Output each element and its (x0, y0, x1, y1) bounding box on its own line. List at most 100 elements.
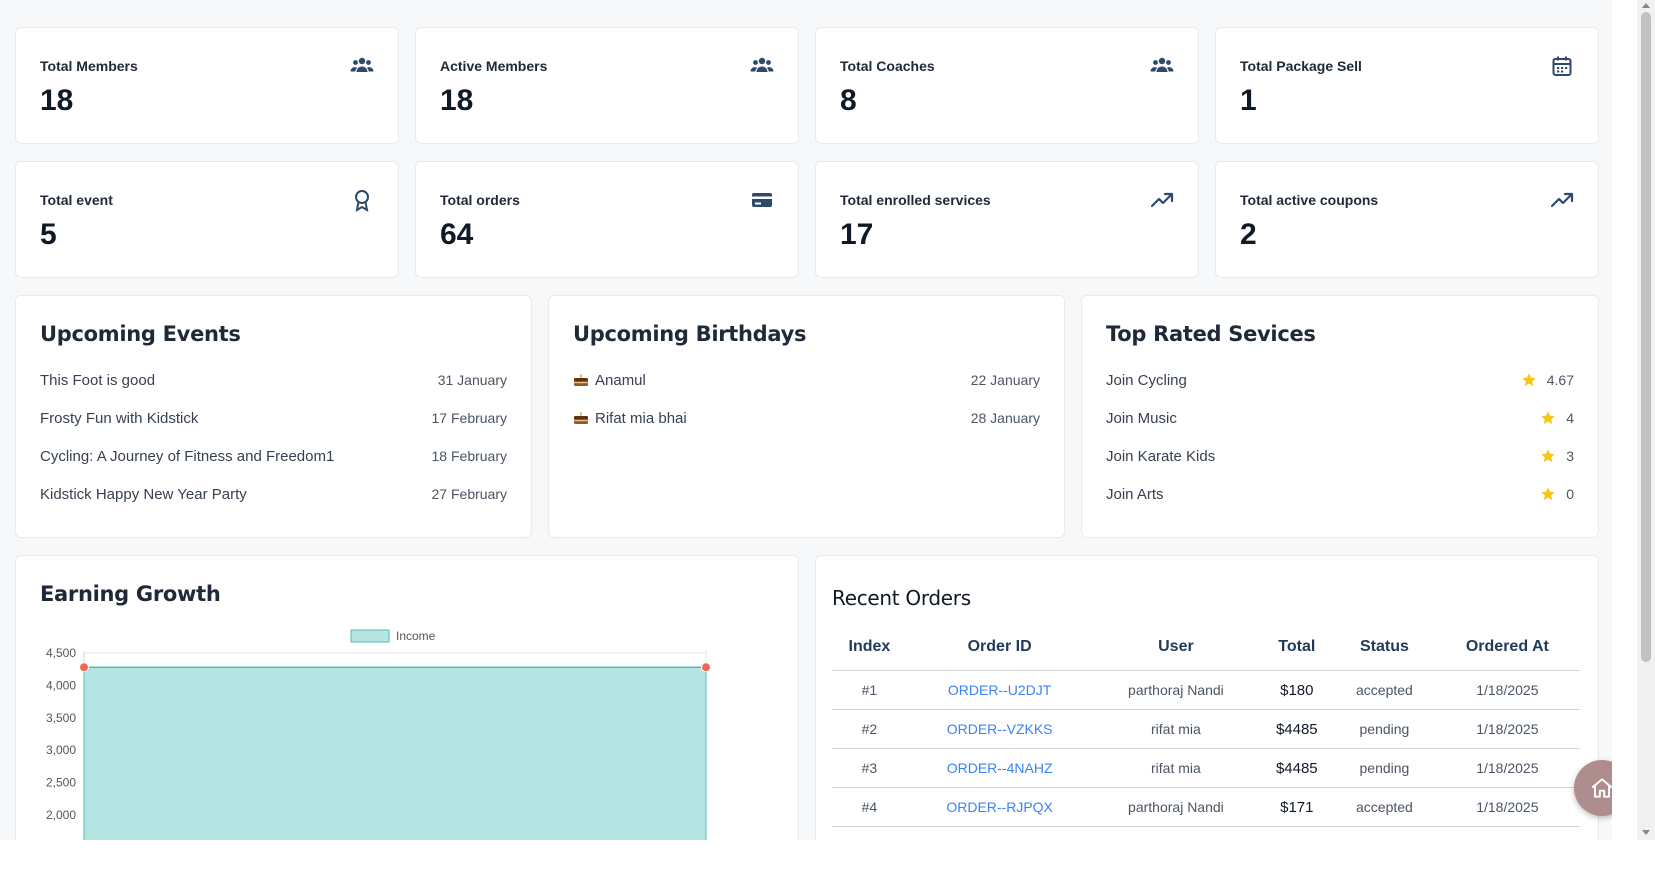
stat-label: Total Coaches (840, 58, 935, 74)
column-header[interactable]: Status (1334, 624, 1435, 671)
stat-value: 8 (840, 84, 857, 117)
star-icon (1522, 373, 1536, 387)
order-date: 1/18/2025 (1434, 709, 1580, 749)
stat-card-total-coaches: Total Coaches 8 (815, 27, 1199, 144)
stat-card-active-members: Active Members 18 (415, 27, 799, 144)
event-date: 18 February (431, 448, 507, 464)
order-id-link[interactable]: ORDER--U2DJT (906, 670, 1093, 710)
service-name: Join Karate Kids (1106, 447, 1216, 465)
stat-value: 18 (440, 84, 474, 117)
list-item[interactable]: Cycling: A Journey of Fitness and Freedo… (40, 437, 507, 475)
orders-table: Index Order ID User Total Status Ordered… (832, 624, 1580, 840)
birthday-name: Rifat mia bhai (595, 409, 687, 427)
order-index: #4 (832, 787, 907, 827)
dashboard-viewport: Total Members 18 Active Members 18 Total… (15, 27, 1612, 840)
order-index: #5 (832, 826, 907, 840)
list-item[interactable]: Anamul 22 January (573, 361, 1040, 399)
order-user: rifat mia (1092, 709, 1260, 749)
cake-icon (574, 373, 588, 386)
service-name: Join Music (1106, 409, 1177, 427)
scroll-thumb[interactable] (1641, 12, 1651, 662)
order-user: parthoraj Nandi (1092, 826, 1260, 840)
order-user: parthoraj Nandi (1092, 787, 1260, 827)
stat-card-total-orders: Total orders 64 (415, 161, 799, 278)
stat-value: 17 (840, 218, 874, 251)
order-id-link[interactable]: ORDER--VZKKS (906, 709, 1093, 749)
legend-label: Income (396, 629, 436, 643)
stat-value: 5 (40, 218, 57, 251)
trending-up-icon (1150, 192, 1174, 208)
birthday-date: 28 January (970, 410, 1040, 426)
list-item[interactable]: Join Karate Kids 3 (1106, 437, 1574, 475)
table-header-row: Index Order ID User Total Status Ordered… (832, 624, 1580, 671)
services-list: Join Cycling 4.67 Join Music 4 Join Karate… (1106, 361, 1574, 513)
star-icon (1541, 487, 1555, 501)
service-rating: 3 (1566, 448, 1574, 464)
event-date: 17 February (431, 410, 507, 426)
order-date: 1/18/2025 (1434, 670, 1580, 710)
top-rated-services-panel: Top Rated Sevices Join Cycling 4.67 Join … (1081, 295, 1599, 538)
order-date: 1/18/2025 (1434, 787, 1580, 827)
stat-label: Active Members (440, 58, 548, 74)
service-name: Join Arts (1106, 485, 1164, 503)
panel-title: Earning Growth (40, 582, 221, 606)
users-icon (750, 57, 774, 72)
stat-label: Total Package Sell (1240, 58, 1362, 74)
list-item[interactable]: Join Music 4 (1106, 399, 1574, 437)
list-item[interactable]: Join Arts 0 (1106, 475, 1574, 513)
list-item[interactable]: Frosty Fun with Kidstick 17 February (40, 399, 507, 437)
column-header[interactable]: Order ID (906, 624, 1093, 671)
table-row[interactable]: #5 ORDER--IGCS5 parthoraj Nandi $180 pen… (832, 826, 1580, 840)
column-header[interactable]: User (1092, 624, 1260, 671)
table-row[interactable]: #2 ORDER--VZKKS rifat mia $4485 pending … (832, 709, 1580, 749)
y-tick-label: 4,500 (46, 646, 76, 660)
order-date: 1/18/2025 (1434, 748, 1580, 788)
scroll-down-arrow[interactable] (1642, 830, 1650, 835)
home-icon (1591, 778, 1612, 798)
order-status: pending (1334, 709, 1435, 749)
list-item[interactable]: Join Cycling 4.67 (1106, 361, 1574, 399)
service-rating: 4.67 (1546, 372, 1574, 388)
column-header[interactable]: Total (1259, 624, 1335, 671)
column-header[interactable]: Index (832, 624, 907, 671)
stat-label: Total event (40, 192, 113, 208)
y-tick-label: 4,000 (46, 678, 76, 692)
credit-card-icon (752, 193, 772, 207)
order-user: parthoraj Nandi (1092, 670, 1260, 710)
earning-growth-panel: Earning Growth Income 4,500 4,000 3,500 3,00… (15, 555, 799, 840)
vertical-scrollbar[interactable] (1637, 0, 1655, 840)
income-point (79, 662, 89, 673)
column-header[interactable]: Ordered At (1434, 624, 1580, 671)
events-list: This Foot is good 31 January Frosty Fun w… (40, 361, 507, 513)
legend-swatch (350, 629, 390, 643)
order-total: $180 (1259, 670, 1335, 710)
order-total: $4485 (1259, 748, 1335, 788)
list-item[interactable]: Rifat mia bhai 28 January (573, 399, 1040, 437)
upcoming-birthdays-panel: Upcoming Birthdays Anamul 22 January Rif… (548, 295, 1065, 538)
home-button[interactable] (1574, 760, 1612, 816)
y-tick-label: 3,500 (46, 711, 76, 725)
earning-chart: Income 4,500 4,000 3,500 3,000 2,500 2,000 (46, 629, 711, 840)
scroll-up-arrow[interactable] (1642, 3, 1650, 8)
table-row[interactable]: #1 ORDER--U2DJT parthoraj Nandi $180 acc… (832, 670, 1580, 710)
order-id-link[interactable]: ORDER--IGCS5 (906, 826, 1093, 840)
y-tick-label: 2,000 (46, 808, 76, 822)
list-item[interactable]: This Foot is good 31 January (40, 361, 507, 399)
table-row[interactable]: #3 ORDER--4NAHZ rifat mia $4485 pending … (832, 748, 1580, 788)
panel-title: Upcoming Events (40, 322, 241, 346)
stat-value: 64 (440, 218, 474, 251)
cake-icon (574, 411, 588, 424)
stat-value: 2 (1240, 218, 1257, 251)
upcoming-events-panel: Upcoming Events This Foot is good 31 Janu… (15, 295, 532, 538)
income-area (84, 667, 706, 840)
birthday-date: 22 January (970, 372, 1040, 388)
event-name: This Foot is good (40, 371, 156, 389)
event-name: Cycling: A Journey of Fitness and Freedo… (40, 447, 335, 465)
stat-value: 1 (1240, 84, 1257, 117)
table-row[interactable]: #4 ORDER--RJPQX parthoraj Nandi $171 acc… (832, 787, 1580, 827)
order-id-link[interactable]: ORDER--4NAHZ (906, 748, 1093, 788)
order-id-link[interactable]: ORDER--RJPQX (906, 787, 1093, 827)
y-tick-label: 3,000 (46, 743, 76, 757)
list-item[interactable]: Kidstick Happy New Year Party 27 February (40, 475, 507, 513)
order-total: $180 (1259, 826, 1335, 840)
